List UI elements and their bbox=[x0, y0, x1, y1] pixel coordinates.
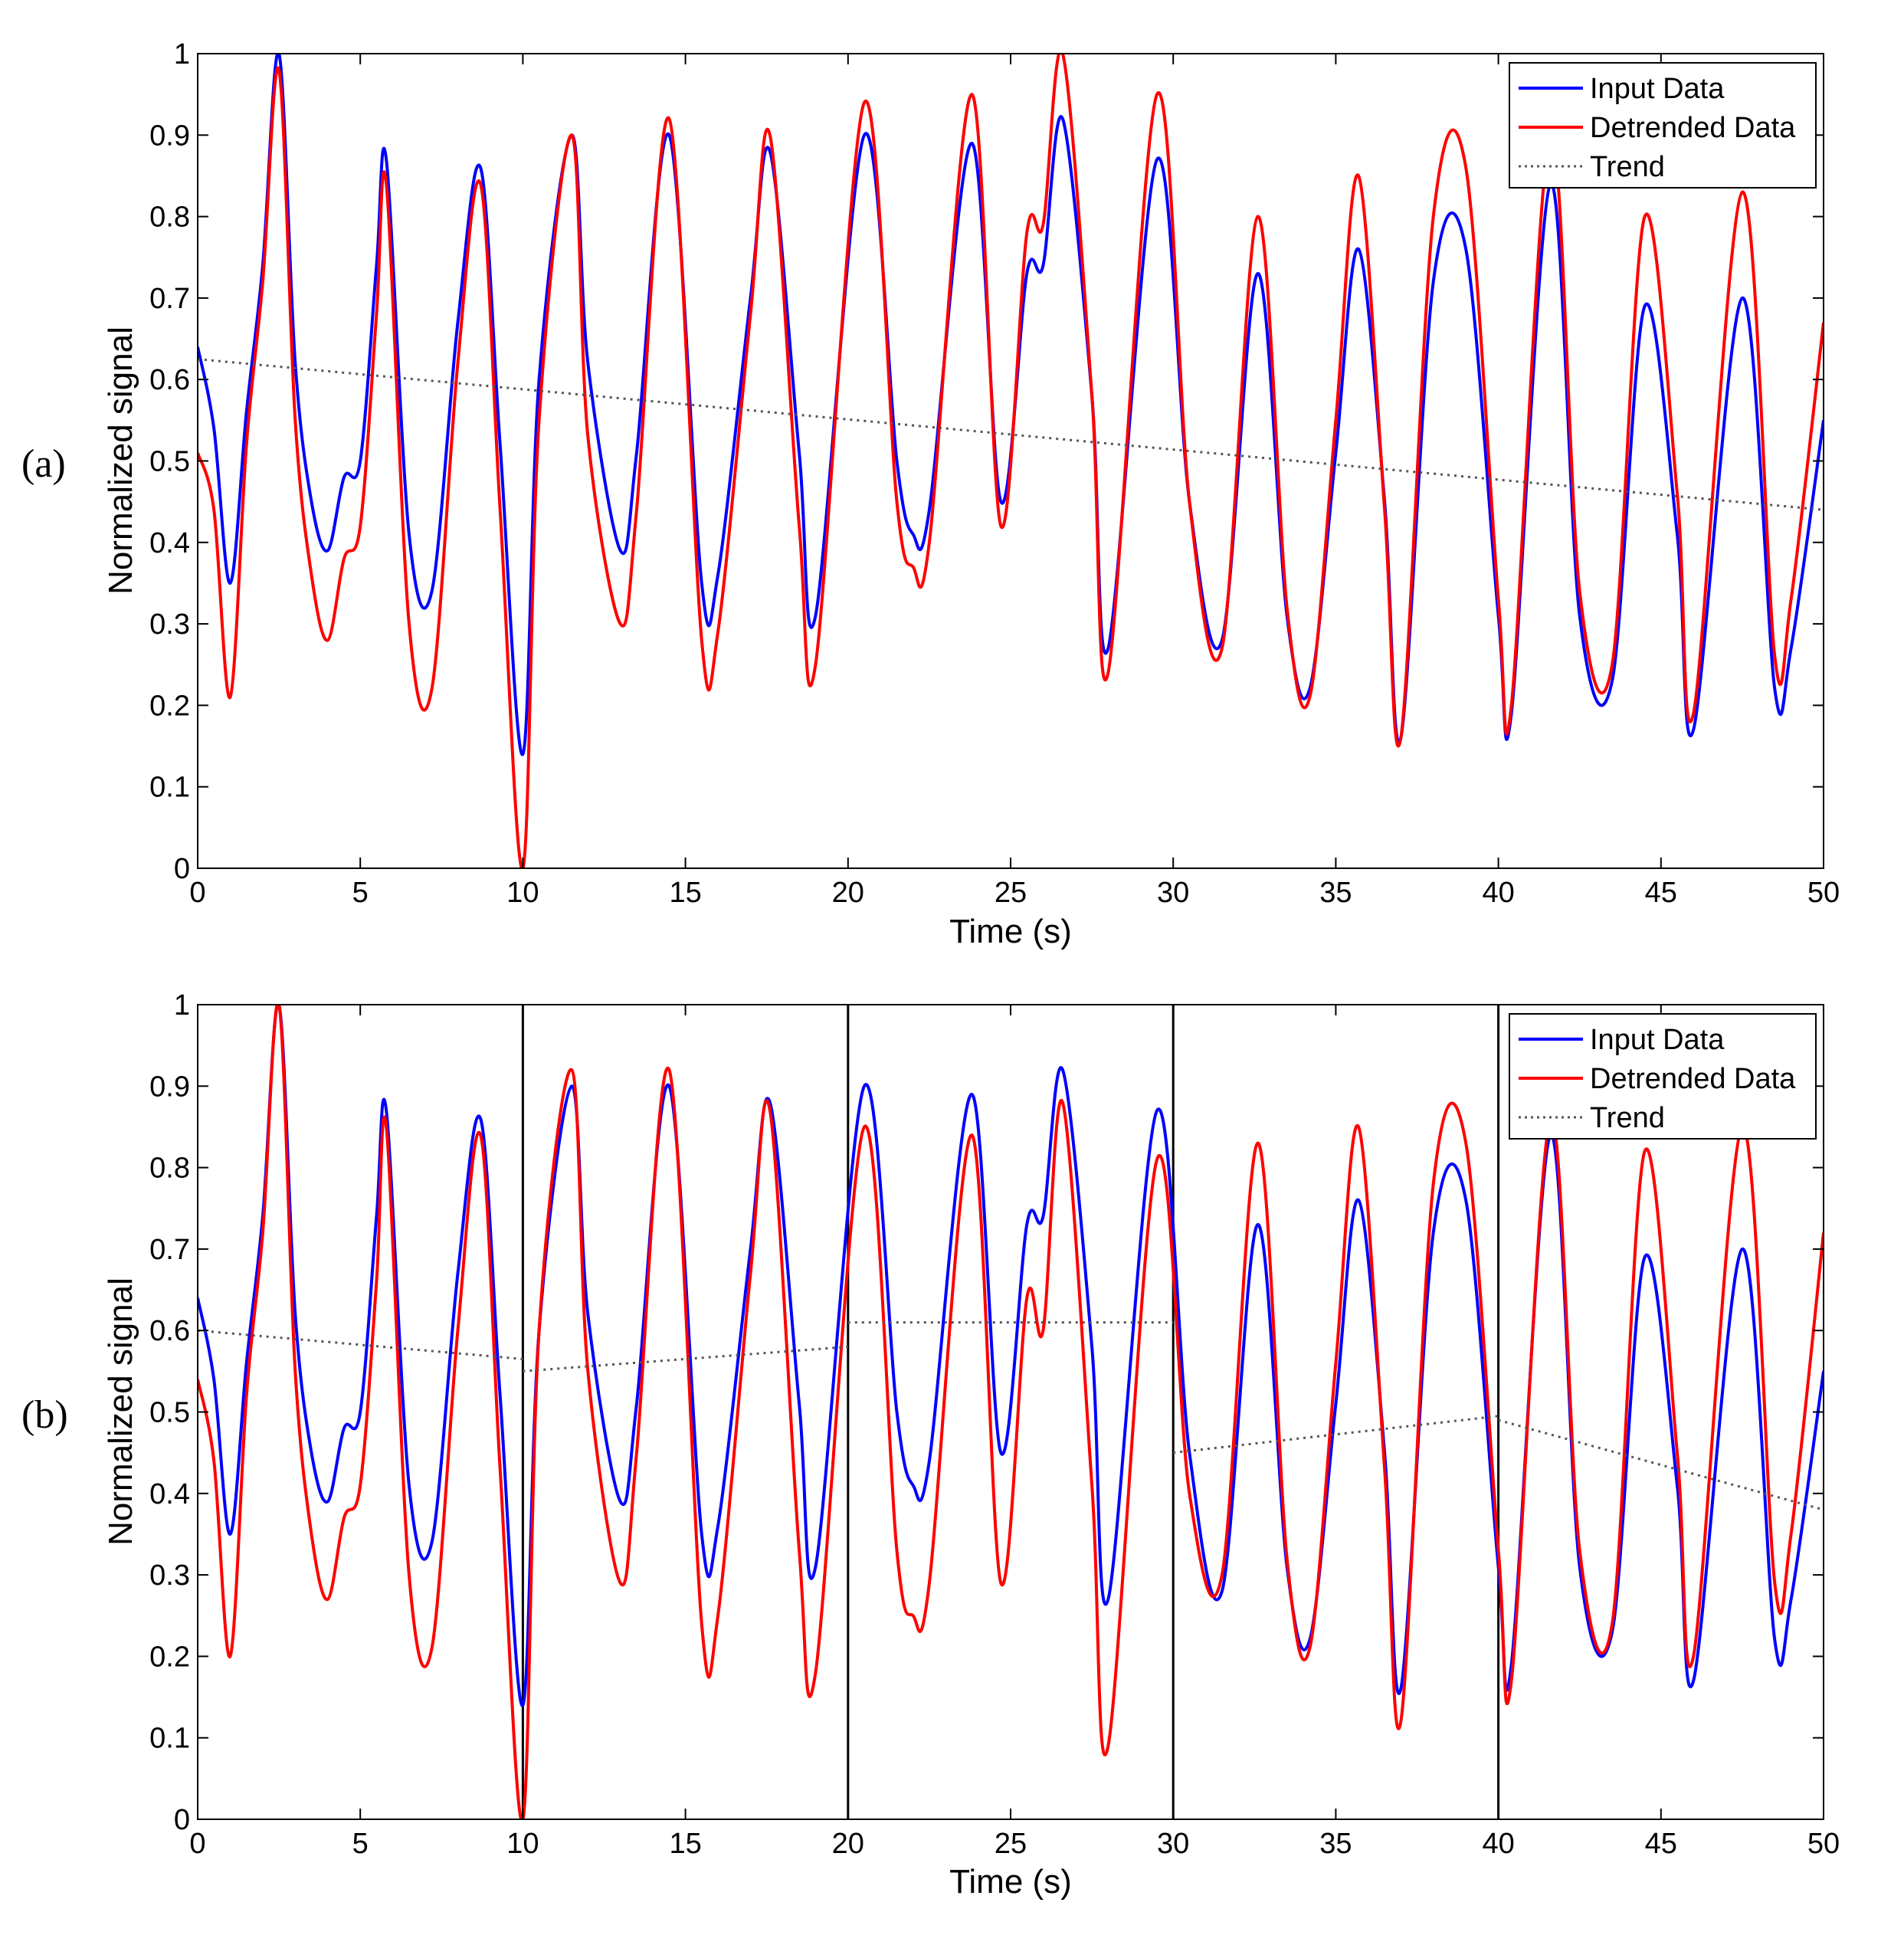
x-tick-label-b-0: 0 bbox=[189, 1828, 205, 1860]
x-tick-label-b-50: 50 bbox=[1807, 1828, 1840, 1860]
y-tick-label-b-0.6: 0.6 bbox=[149, 1315, 190, 1347]
y-tick-label-a-0.1: 0.1 bbox=[149, 772, 190, 804]
x-tick-label-b-35: 35 bbox=[1319, 1828, 1352, 1860]
y-tick-label-b-0.4: 0.4 bbox=[149, 1478, 190, 1510]
x-tick-label-b-10: 10 bbox=[506, 1828, 539, 1860]
legend-entry-trend-b: Trend bbox=[1590, 1102, 1665, 1134]
y-tick-label-a-1: 1 bbox=[174, 38, 190, 71]
x-tick-label-a-30: 30 bbox=[1157, 877, 1189, 909]
y-tick-label-a-0.8: 0.8 bbox=[149, 202, 190, 234]
series-group-a bbox=[198, 54, 1824, 868]
y-tick-label-b-0.2: 0.2 bbox=[149, 1641, 190, 1673]
x-tick-label-a-0: 0 bbox=[189, 877, 205, 909]
legend-entry-input-b: Input Data bbox=[1590, 1024, 1725, 1056]
series-trend-b-seg5 bbox=[1498, 1418, 1824, 1511]
y-tick-label-a-0.6: 0.6 bbox=[149, 364, 190, 396]
y-axis-label-b: Normalized signal bbox=[102, 1277, 139, 1546]
x-tick-label-a-5: 5 bbox=[352, 877, 369, 909]
x-tick-label-a-20: 20 bbox=[832, 877, 864, 909]
axes-b: 0 5 10 15 20 25 30 35 40 45 50 0 0.1 0.2 0.3 0.4 0.5 0.6 0… bbox=[149, 989, 1840, 1860]
panel-b: (b) 0 5 10 15 20 25 30 35 40 45 50 0 0.1 0.2 0.3 0.4 0.5… bbox=[21, 989, 1840, 1901]
y-tick-label-b-0.8: 0.8 bbox=[149, 1153, 190, 1185]
x-tick-label-a-40: 40 bbox=[1482, 877, 1514, 909]
y-tick-label-b-0.9: 0.9 bbox=[149, 1071, 190, 1103]
y-axis-label-a: Normalized signal bbox=[102, 326, 139, 595]
x-tick-label-a-15: 15 bbox=[669, 877, 701, 909]
y-tick-label-a-0.2: 0.2 bbox=[149, 690, 190, 722]
legend-box-a bbox=[1509, 62, 1817, 189]
x-tick-label-b-15: 15 bbox=[669, 1828, 701, 1860]
y-tick-label-a-0.9: 0.9 bbox=[149, 120, 190, 152]
axes-a: 0 5 10 15 20 25 30 35 40 45 50 0 0.1 0.2 0.3 0.4 0.5 0.6 0… bbox=[149, 38, 1840, 909]
y-tick-label-a-0: 0 bbox=[174, 853, 190, 885]
legend-box-b bbox=[1509, 1013, 1817, 1140]
y-tick-label-b-0.5: 0.5 bbox=[149, 1397, 190, 1429]
x-tick-label-a-10: 10 bbox=[506, 877, 539, 909]
legend-b: Input Data Detrended Data Trend bbox=[1509, 1013, 1817, 1140]
y-tick-label-a-0.7: 0.7 bbox=[149, 283, 190, 315]
x-axis-label-a: Time (s) bbox=[949, 913, 1072, 950]
series-detrended-data-b bbox=[198, 1005, 1824, 1819]
x-tick-label-b-30: 30 bbox=[1157, 1828, 1189, 1860]
legend-entry-input-a: Input Data bbox=[1590, 73, 1725, 105]
x-tick-label-a-45: 45 bbox=[1645, 877, 1677, 909]
y-tick-label-b-0.3: 0.3 bbox=[149, 1559, 190, 1592]
x-tick-label-b-5: 5 bbox=[352, 1828, 369, 1860]
legend-entry-trend-a: Trend bbox=[1590, 151, 1665, 183]
y-tick-label-a-0.3: 0.3 bbox=[149, 608, 190, 641]
y-tick-label-a-0.5: 0.5 bbox=[149, 446, 190, 478]
x-axis-label-b: Time (s) bbox=[949, 1863, 1072, 1901]
x-tick-label-b-25: 25 bbox=[995, 1828, 1027, 1860]
legend-entry-detrended-b: Detrended Data bbox=[1590, 1063, 1796, 1095]
x-tick-label-b-20: 20 bbox=[832, 1828, 864, 1860]
y-tick-label-b-0.1: 0.1 bbox=[149, 1723, 190, 1755]
panel-b-label: (b) bbox=[21, 1393, 68, 1437]
series-group-b bbox=[198, 1005, 1824, 1819]
panel-a: (a) 0 5 10 15 20 25 30 35 40 45 50 0 0.1 0.2 0.3 0.4 0.5… bbox=[21, 38, 1840, 950]
x-tick-label-b-45: 45 bbox=[1645, 1828, 1677, 1860]
segment-boundaries-b bbox=[521, 1005, 1500, 1819]
series-trend-a bbox=[198, 358, 1824, 511]
panel-a-label: (a) bbox=[21, 442, 66, 486]
y-tick-label-a-0.4: 0.4 bbox=[149, 527, 190, 559]
y-tick-label-b-0: 0 bbox=[174, 1804, 190, 1836]
legend-entry-detrended-a: Detrended Data bbox=[1590, 112, 1796, 144]
legend-a: Input Data Detrended Data Trend bbox=[1509, 62, 1817, 189]
x-tick-label-a-25: 25 bbox=[995, 877, 1027, 909]
x-tick-label-b-40: 40 bbox=[1482, 1828, 1514, 1860]
x-tick-label-a-35: 35 bbox=[1319, 877, 1352, 909]
x-tick-label-a-50: 50 bbox=[1807, 877, 1840, 909]
y-tick-label-b-0.7: 0.7 bbox=[149, 1234, 190, 1266]
y-tick-label-b-1: 1 bbox=[174, 989, 190, 1022]
series-detrended-data-a bbox=[198, 54, 1824, 868]
